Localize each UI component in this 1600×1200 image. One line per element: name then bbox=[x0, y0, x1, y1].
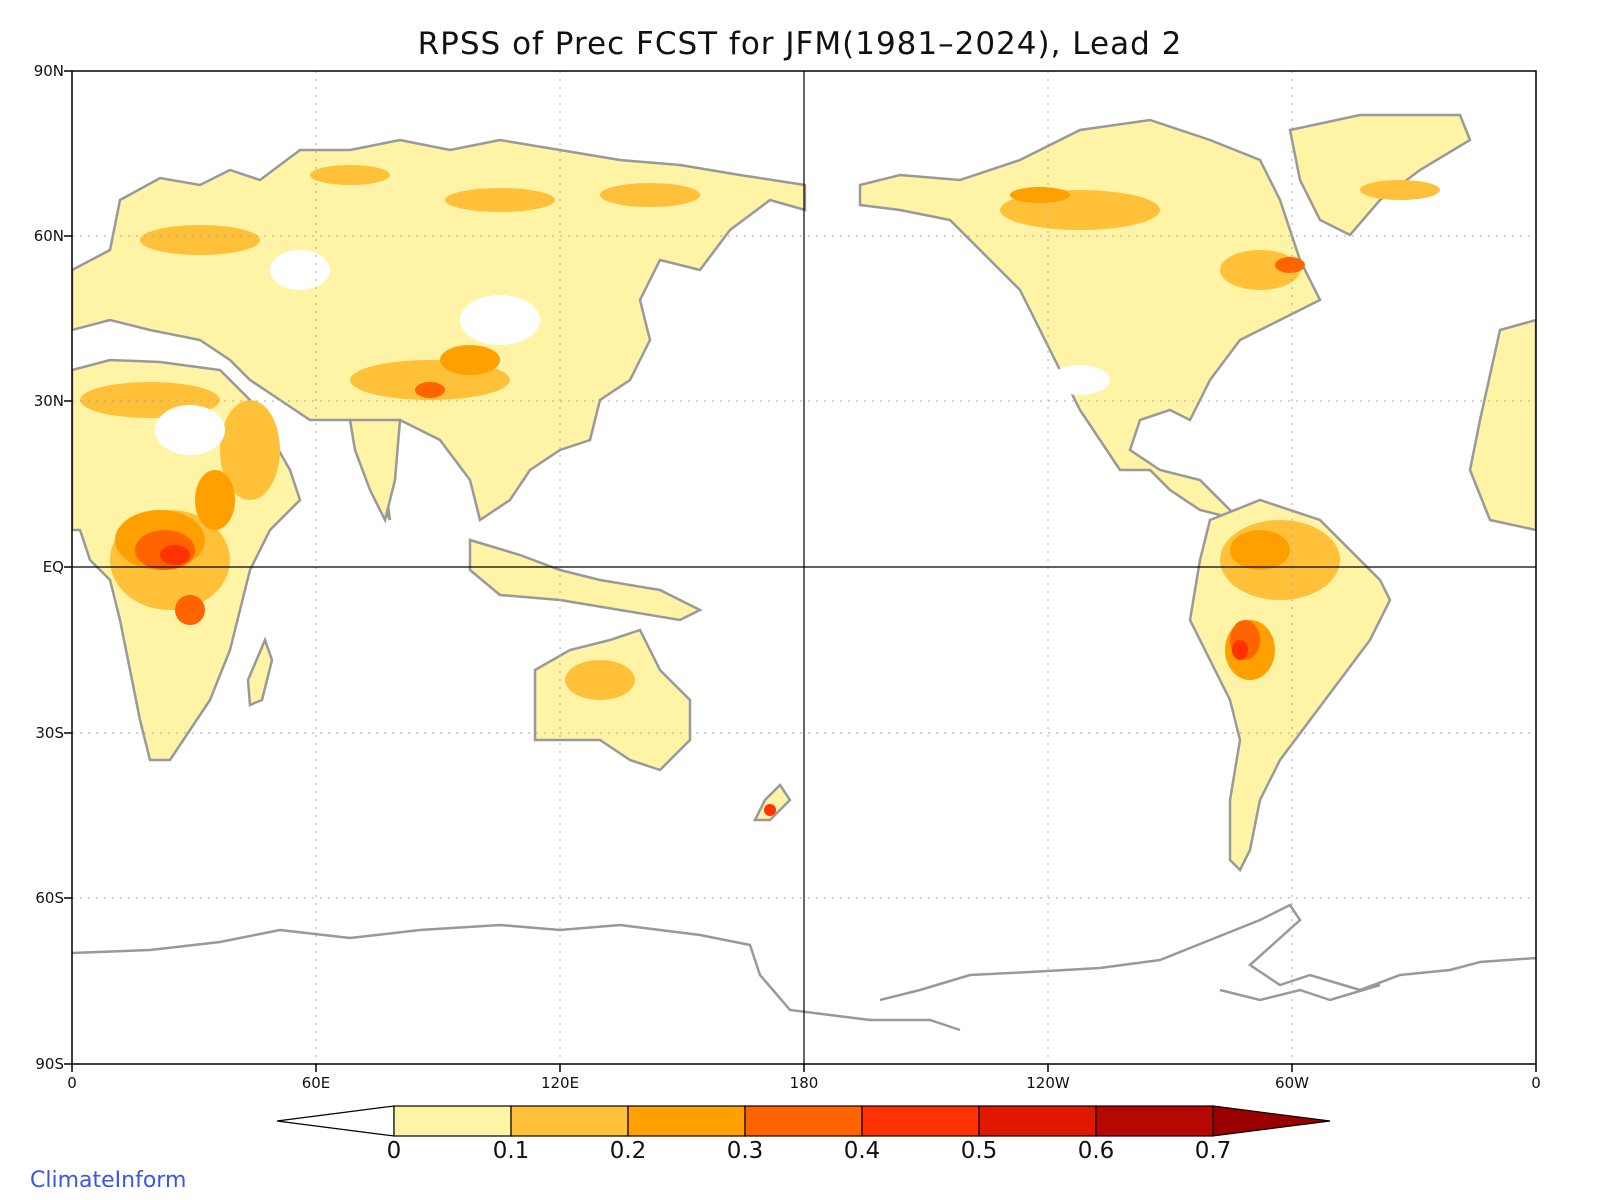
rpss-shading bbox=[80, 165, 1440, 816]
colorbar-segment-1 bbox=[510, 1105, 629, 1137]
lon-label-180: 180 bbox=[789, 1074, 819, 1092]
lat-label-eq: EQ bbox=[42, 558, 64, 576]
colorbar-segment-3 bbox=[744, 1105, 863, 1137]
colorbar-label-0-7: 0.7 bbox=[1194, 1138, 1232, 1164]
lon-label-0-east-edge: 0 bbox=[1531, 1074, 1541, 1092]
lat-label-30n: 30N bbox=[33, 392, 64, 410]
equator-dateline bbox=[72, 71, 1536, 1064]
colorbar-segment-2 bbox=[627, 1105, 746, 1137]
colorbar bbox=[276, 1105, 1331, 1137]
colorbar-label-0: 0 bbox=[386, 1138, 402, 1164]
australia-landmass bbox=[533, 628, 692, 772]
colorbar-segment-4 bbox=[861, 1105, 980, 1137]
lon-label-120e: 120E bbox=[540, 1074, 580, 1092]
map-title: RPSS of Prec FCST for JFM(1981–2024), Le… bbox=[417, 26, 1183, 62]
colorbar-label-0-6: 0.6 bbox=[1077, 1138, 1115, 1164]
north-america-landmass bbox=[858, 118, 1322, 523]
lat-label-90s: 90S bbox=[35, 1055, 64, 1073]
lon-label-120w: 120W bbox=[1026, 1074, 1070, 1092]
lat-label-60s: 60S bbox=[35, 889, 64, 907]
colorbar-label-0-2: 0.2 bbox=[609, 1138, 647, 1164]
madagascar-landmass bbox=[246, 636, 274, 707]
iberia-west-africa-right bbox=[1468, 318, 1536, 532]
colorbar-label-0-1: 0.1 bbox=[492, 1138, 530, 1164]
colorbar-label-0-5: 0.5 bbox=[960, 1138, 998, 1164]
colorbar-segment-0 bbox=[393, 1105, 512, 1137]
antarctica-coast bbox=[72, 903, 1536, 1032]
lat-label-90n: 90N bbox=[33, 62, 64, 80]
lon-label-60w: 60W bbox=[1275, 1074, 1309, 1092]
south-america-landmass bbox=[1188, 498, 1392, 873]
colorbar-high-arrow bbox=[1212, 1105, 1331, 1137]
colorbar-segment-5 bbox=[978, 1105, 1097, 1137]
lon-label-0: 0 bbox=[67, 1074, 77, 1092]
colorbar-low-arrow bbox=[276, 1105, 395, 1137]
lat-label-30s: 30S bbox=[35, 724, 64, 742]
lat-label-60n: 60N bbox=[33, 227, 64, 245]
axis-ticks bbox=[64, 70, 1537, 1072]
india-landmass bbox=[348, 418, 402, 524]
colorbar-segment-6 bbox=[1095, 1105, 1214, 1137]
colorbar-label-0-4: 0.4 bbox=[843, 1138, 881, 1164]
lon-label-60e: 60E bbox=[301, 1074, 331, 1092]
new-zealand-landmass bbox=[752, 783, 792, 822]
colorbar-label-0-3: 0.3 bbox=[726, 1138, 764, 1164]
credit-text: ClimateInform bbox=[30, 1168, 187, 1193]
